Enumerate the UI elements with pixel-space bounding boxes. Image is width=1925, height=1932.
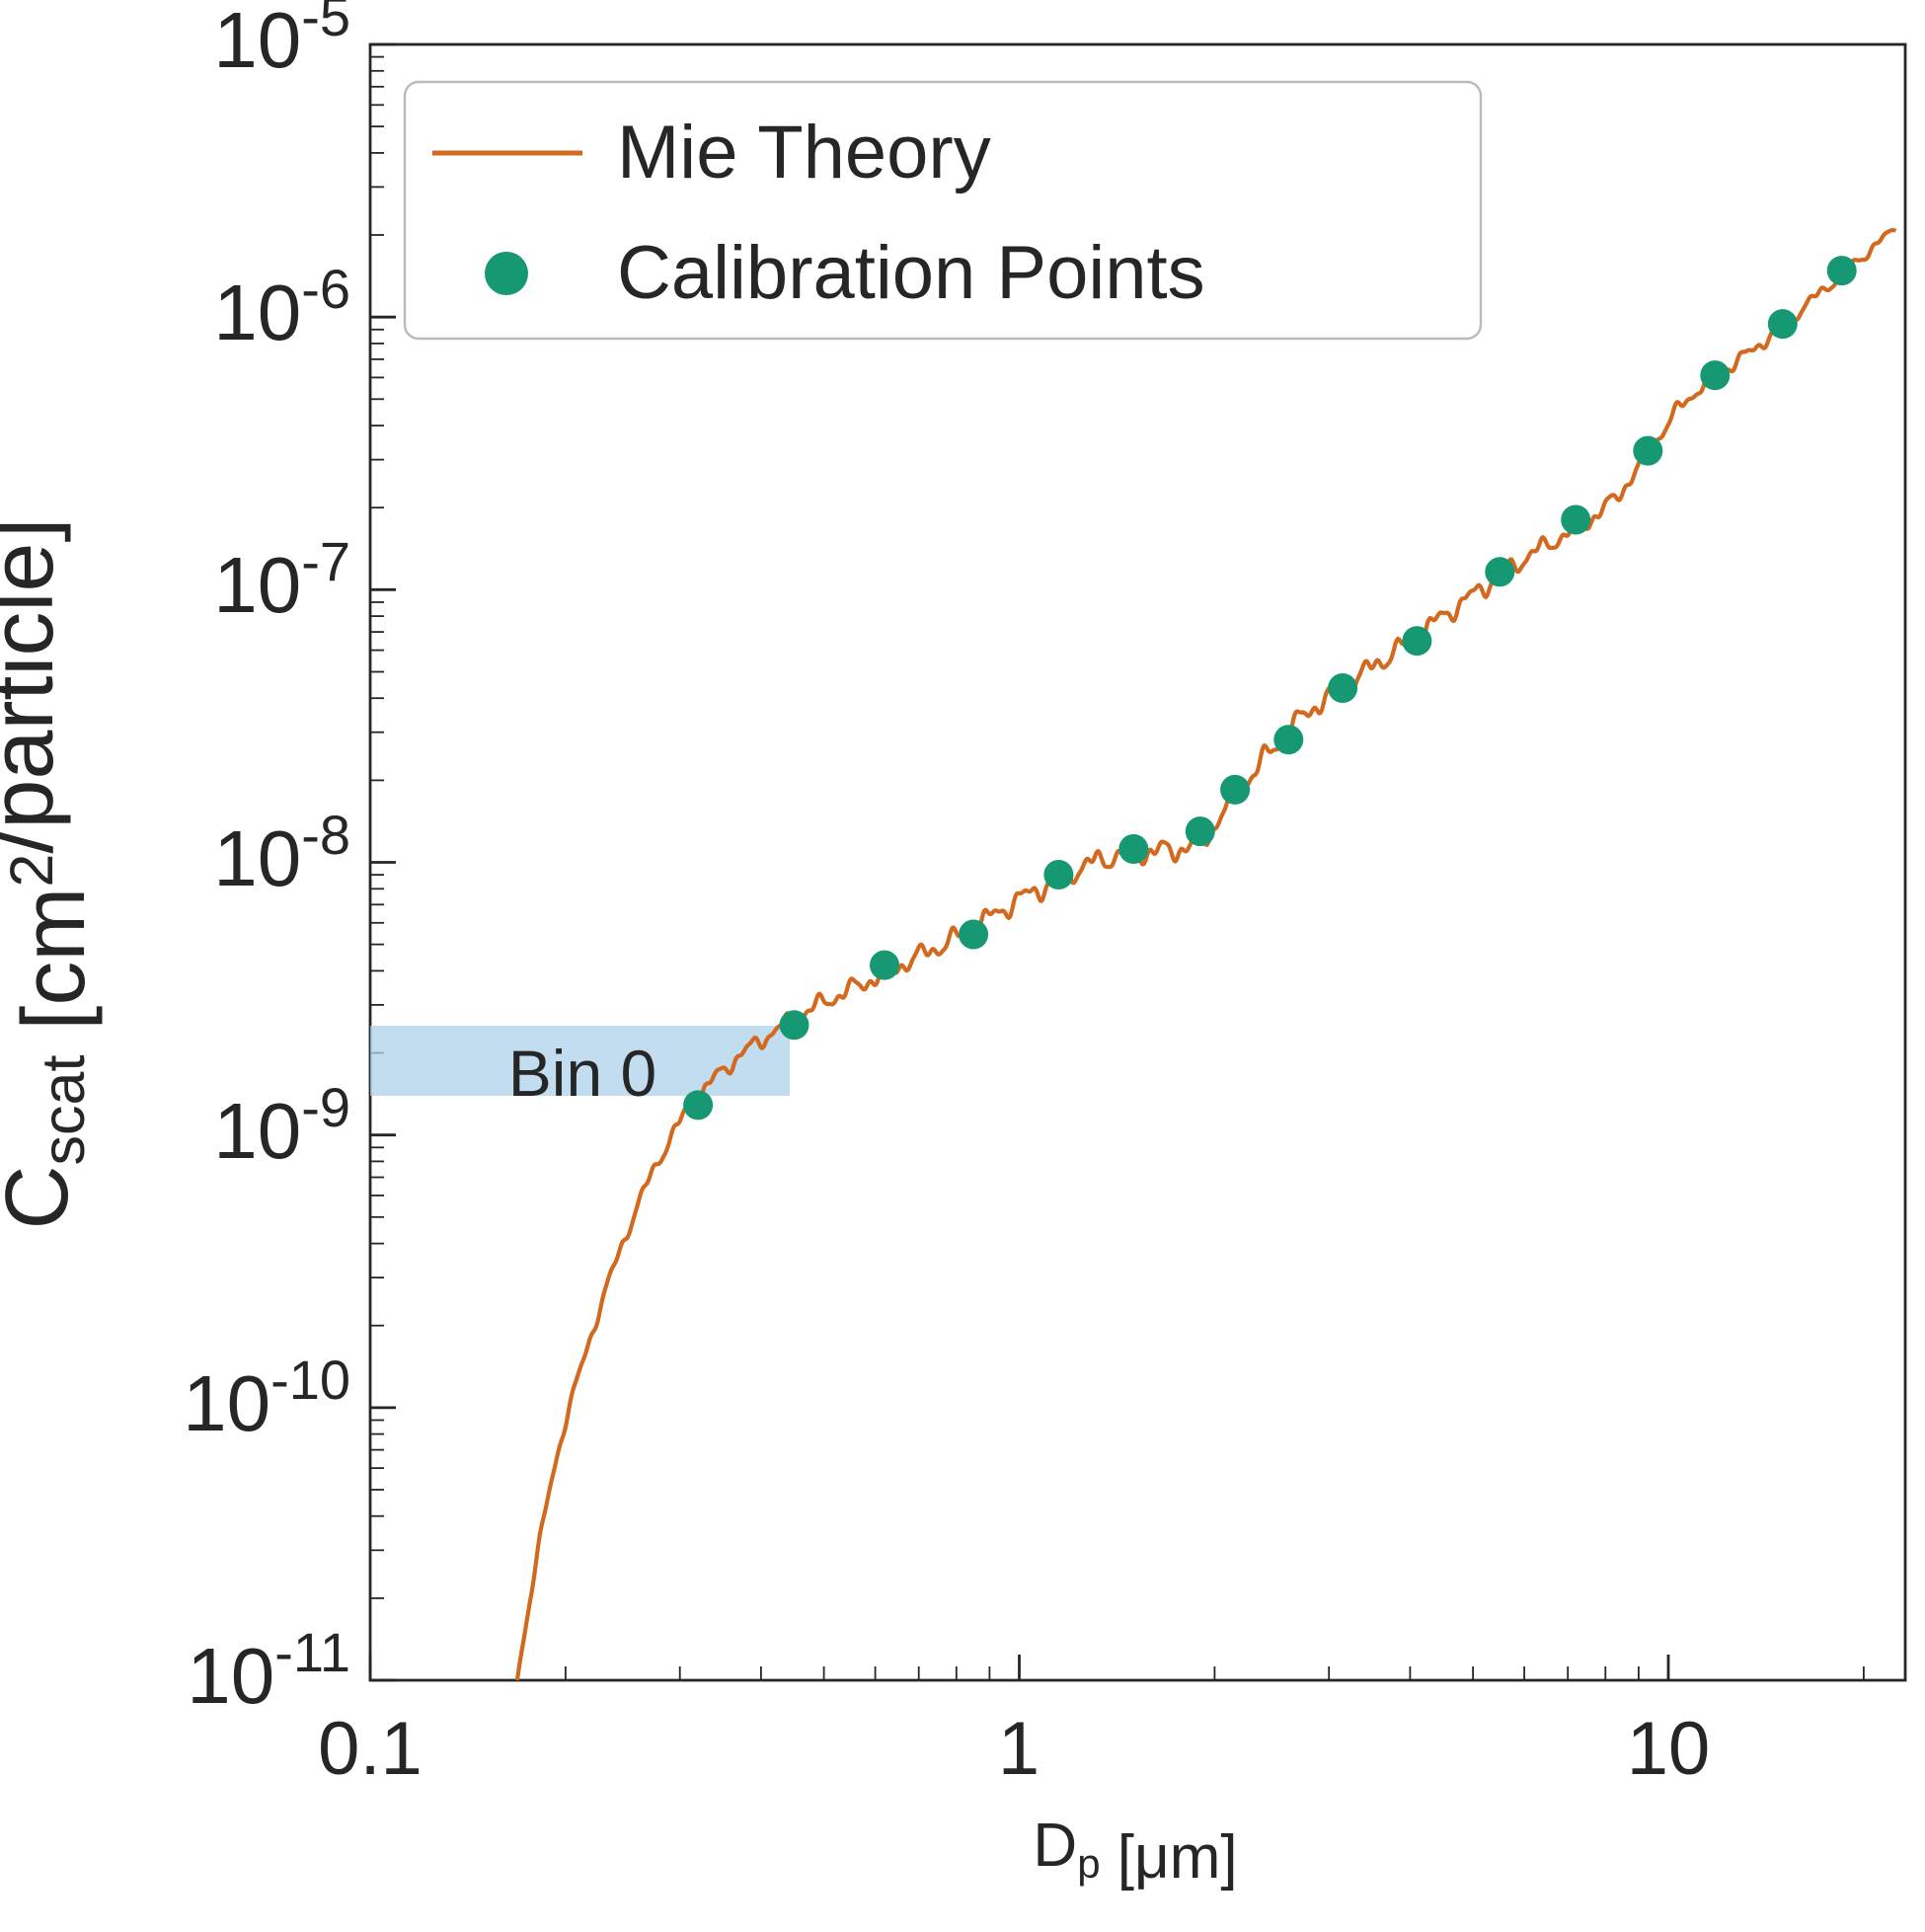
svg-text:10-5: 10-5 [213,0,350,84]
svg-text:10-10: 10-10 [183,1349,350,1447]
svg-text:10-6: 10-6 [213,258,350,356]
svg-text:Mie Theory: Mie Theory [617,111,991,194]
svg-text:Bin 0: Bin 0 [508,1037,656,1110]
svg-text:Cscat [cm2/particle]: Cscat [cm2/particle] [0,518,104,1230]
svg-text:Dp [μm]: Dp [μm] [1033,1812,1237,1892]
svg-text:1: 1 [998,1707,1040,1791]
svg-text:10-7: 10-7 [213,530,350,629]
svg-text:10-8: 10-8 [213,804,350,902]
svg-text:10-11: 10-11 [187,1621,350,1720]
svg-text:Calibration Points: Calibration Points [617,231,1205,315]
svg-text:0.1: 0.1 [318,1707,423,1791]
svg-text:10: 10 [1627,1707,1711,1791]
svg-text:10-9: 10-9 [213,1076,350,1175]
